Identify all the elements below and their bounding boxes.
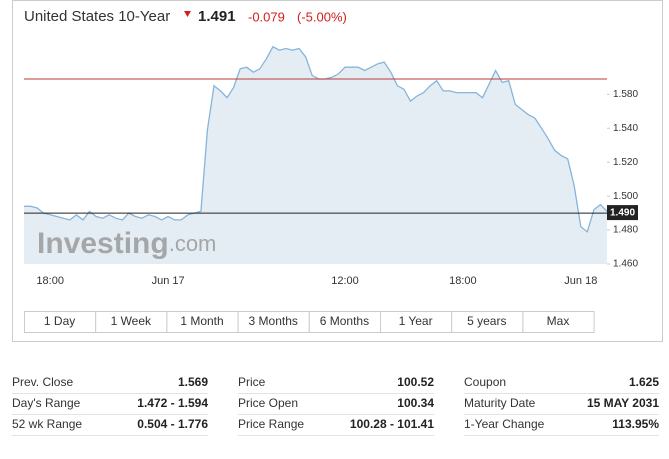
x-tick-label: Jun 18 [564,275,597,287]
instrument-title: United States 10-Year [24,8,170,25]
stat-value: 100.52 [397,375,434,389]
y-tick-label: 1.480 [613,225,638,236]
range-button[interactable]: 5 years [451,311,524,333]
x-tick-label: 18:00 [36,275,64,287]
watermark-suffix: .com [169,231,217,256]
range-button-label[interactable]: 1 Month [180,314,223,328]
stat-value: 0.504 - 1.776 [137,417,208,431]
range-button[interactable]: 3 Months [237,311,310,333]
x-tick-label: 18:00 [449,275,477,287]
y-tick-label: 1.500 [613,191,638,202]
y-tick-label: 1.540 [613,123,638,134]
stat-value: 100.28 - 101.41 [350,417,434,431]
range-button-label[interactable]: 1 Year [399,314,433,328]
stat-value: 100.34 [397,396,434,410]
watermark: Investing.com [37,227,216,260]
x-tick-label: Jun 17 [152,275,185,287]
last-price-box [607,205,638,221]
range-button[interactable]: 1 Year [380,311,453,333]
stat-label: Price Range [238,417,304,431]
stat-label: Day's Range [12,396,81,410]
stat-label: 1-Year Change [464,417,545,431]
range-button[interactable]: Max [522,311,595,333]
watermark-brand: Investing [37,227,169,260]
stat-value: 1.472 - 1.594 [137,396,208,410]
stat-label: Coupon [464,375,506,389]
range-button-label[interactable]: Max [547,314,570,328]
down-arrow [184,11,191,17]
range-button[interactable]: 1 Month [166,311,239,333]
x-tick-label: 12:00 [331,275,359,287]
stat-label: 52 wk Range [12,417,82,431]
change: -0.079 [248,9,285,24]
range-button[interactable]: 1 Day [24,311,97,333]
price: 1.491 [198,8,236,25]
range-button-label[interactable]: 1 Day [44,314,75,328]
range-button-bg[interactable] [522,311,595,333]
change-pct: (-5.00%) [297,9,347,24]
last-price-label: 1.490 [610,208,635,219]
stat-value: 1.569 [178,375,208,389]
area [24,46,607,264]
stat-label: Maturity Date [464,396,536,410]
stat-label: Price [238,375,266,389]
stat-label: Price Open [238,396,298,410]
stat-label: Prev. Close [12,375,73,389]
line [24,45,608,233]
y-tick-label: 1.460 [613,259,638,270]
range-button[interactable]: 1 Week [95,311,168,333]
range-button-label[interactable]: 5 years [467,314,506,328]
range-button-label[interactable]: 6 Months [320,314,369,328]
range-button-label[interactable]: 3 Months [249,314,298,328]
y-tick-label: 1.520 [613,157,638,168]
range-button-label[interactable]: 1 Week [111,314,152,328]
stat-value: 1.625 [629,375,659,389]
range-button[interactable]: 6 Months [308,311,381,333]
y-tick-label: 1.580 [613,89,638,100]
stat-value: 113.95% [612,417,659,431]
stat-value: 15 MAY 2031 [587,396,659,410]
